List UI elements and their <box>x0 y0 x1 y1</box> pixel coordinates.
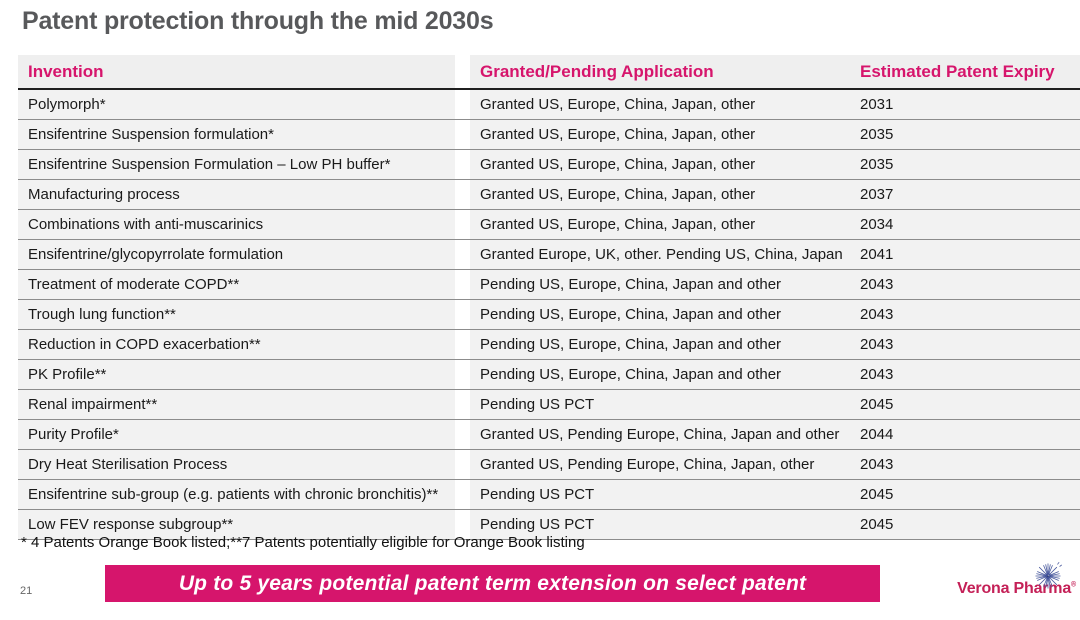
slide-title: Patent protection through the mid 2030s <box>22 7 494 35</box>
table-cell-invention: Ensifentrine/glycopyrrolate formulation <box>18 240 455 269</box>
table-cell-application: Pending US PCT <box>470 480 850 509</box>
table-cell-expiry: 2037 <box>850 180 1080 209</box>
table-header-row: Invention Granted/Pending Application Es… <box>18 55 1080 90</box>
table-cell-expiry: 2043 <box>850 360 1080 389</box>
column-header-expiry: Estimated Patent Expiry <box>850 55 1080 88</box>
column-gap <box>455 360 470 389</box>
table-body: Polymorph* Granted US, Europe, China, Ja… <box>18 90 1080 540</box>
table-cell-expiry: 2045 <box>850 480 1080 509</box>
table-row: Combinations with anti-muscarinics Grant… <box>18 210 1080 240</box>
table-cell-expiry: 2041 <box>850 240 1080 269</box>
table-row: Polymorph* Granted US, Europe, China, Ja… <box>18 90 1080 120</box>
starburst-icon <box>1035 562 1062 589</box>
column-gap <box>455 300 470 329</box>
table-cell-application: Granted US, Europe, China, Japan, other <box>470 120 850 149</box>
page-number: 21 <box>20 585 33 597</box>
column-gap <box>455 390 470 419</box>
column-gap <box>455 480 470 509</box>
table-cell-expiry: 2045 <box>850 390 1080 419</box>
column-gap <box>455 450 470 479</box>
table-cell-expiry: 2044 <box>850 420 1080 449</box>
table-cell-expiry: 2043 <box>850 330 1080 359</box>
table-cell-application: Granted US, Pending Europe, China, Japan… <box>470 420 850 449</box>
column-header-invention: Invention <box>18 55 455 88</box>
table-cell-invention: Ensifentrine Suspension formulation* <box>18 120 455 149</box>
table-cell-application: Pending US, Europe, China, Japan and oth… <box>470 270 850 299</box>
table-row: Reduction in COPD exacerbation** Pending… <box>18 330 1080 360</box>
table-cell-expiry: 2035 <box>850 150 1080 179</box>
table-cell-application: Granted US, Europe, China, Japan, other <box>470 180 850 209</box>
registered-mark: ® <box>1071 581 1076 589</box>
table-cell-invention: Manufacturing process <box>18 180 455 209</box>
column-gap <box>455 240 470 269</box>
table-cell-invention: Ensifentrine Suspension Formulation – Lo… <box>18 150 455 179</box>
table-cell-invention: Low FEV response subgroup** <box>18 510 455 539</box>
table-cell-application: Pending US PCT <box>470 510 850 539</box>
table-cell-application: Granted US, Pending Europe, China, Japan… <box>470 450 850 479</box>
table-cell-invention: Dry Heat Sterilisation Process <box>18 450 455 479</box>
table-cell-expiry: 2043 <box>850 450 1080 479</box>
verona-pharma-logo: Verona Pharma® <box>957 562 1076 598</box>
table-row: Purity Profile* Granted US, Pending Euro… <box>18 420 1080 450</box>
table-row: Treatment of moderate COPD** Pending US,… <box>18 270 1080 300</box>
column-gap <box>455 120 470 149</box>
table-row: Dry Heat Sterilisation Process Granted U… <box>18 450 1080 480</box>
table-cell-application: Granted US, Europe, China, Japan, other <box>470 150 850 179</box>
column-gap <box>455 270 470 299</box>
banner: Up to 5 years potential patent term exte… <box>105 565 880 602</box>
table-row: Low FEV response subgroup** Pending US P… <box>18 510 1080 540</box>
table-row: Ensifentrine sub-group (e.g. patients wi… <box>18 480 1080 510</box>
table-cell-invention: Trough lung function** <box>18 300 455 329</box>
footnote: * 4 Patents Orange Book listed;**7 Paten… <box>21 534 585 551</box>
patent-table: Invention Granted/Pending Application Es… <box>18 55 1080 540</box>
table-cell-expiry: 2034 <box>850 210 1080 239</box>
table-cell-invention: Purity Profile* <box>18 420 455 449</box>
column-gap <box>455 180 470 209</box>
table-row: Ensifentrine Suspension Formulation – Lo… <box>18 150 1080 180</box>
table-cell-invention: PK Profile** <box>18 360 455 389</box>
table-cell-application: Pending US PCT <box>470 390 850 419</box>
table-cell-invention: Polymorph* <box>18 90 455 119</box>
table-cell-invention: Ensifentrine sub-group (e.g. patients wi… <box>18 480 455 509</box>
column-gap <box>455 210 470 239</box>
table-row: Renal impairment** Pending US PCT 2045 <box>18 390 1080 420</box>
table-cell-application: Pending US, Europe, China, Japan and oth… <box>470 330 850 359</box>
logo-text: Verona Pharma® <box>957 580 1076 597</box>
table-cell-expiry: 2043 <box>850 270 1080 299</box>
table-cell-invention: Renal impairment** <box>18 390 455 419</box>
table-cell-application: Granted US, Europe, China, Japan, other <box>470 210 850 239</box>
table-cell-application: Pending US, Europe, China, Japan and oth… <box>470 300 850 329</box>
table-cell-invention: Reduction in COPD exacerbation** <box>18 330 455 359</box>
table-cell-expiry: 2043 <box>850 300 1080 329</box>
column-gap <box>455 55 470 88</box>
table-cell-invention: Treatment of moderate COPD** <box>18 270 455 299</box>
table-cell-application: Granted US, Europe, China, Japan, other <box>470 90 850 119</box>
table-cell-expiry: 2035 <box>850 120 1080 149</box>
column-gap <box>455 510 470 539</box>
column-gap <box>455 90 470 119</box>
column-header-application: Granted/Pending Application <box>470 55 850 88</box>
table-cell-invention: Combinations with anti-muscarinics <box>18 210 455 239</box>
column-gap <box>455 150 470 179</box>
table-row: Ensifentrine Suspension formulation* Gra… <box>18 120 1080 150</box>
table-cell-expiry: 2031 <box>850 90 1080 119</box>
table-row: Trough lung function** Pending US, Europ… <box>18 300 1080 330</box>
table-cell-application: Granted Europe, UK, other. Pending US, C… <box>470 240 850 269</box>
column-gap <box>455 330 470 359</box>
table-row: PK Profile** Pending US, Europe, China, … <box>18 360 1080 390</box>
table-row: Ensifentrine/glycopyrrolate formulation … <box>18 240 1080 270</box>
column-gap <box>455 420 470 449</box>
table-cell-application: Pending US, Europe, China, Japan and oth… <box>470 360 850 389</box>
table-cell-expiry: 2045 <box>850 510 1080 539</box>
banner-text: Up to 5 years potential patent term exte… <box>178 571 807 595</box>
table-row: Manufacturing process Granted US, Europe… <box>18 180 1080 210</box>
